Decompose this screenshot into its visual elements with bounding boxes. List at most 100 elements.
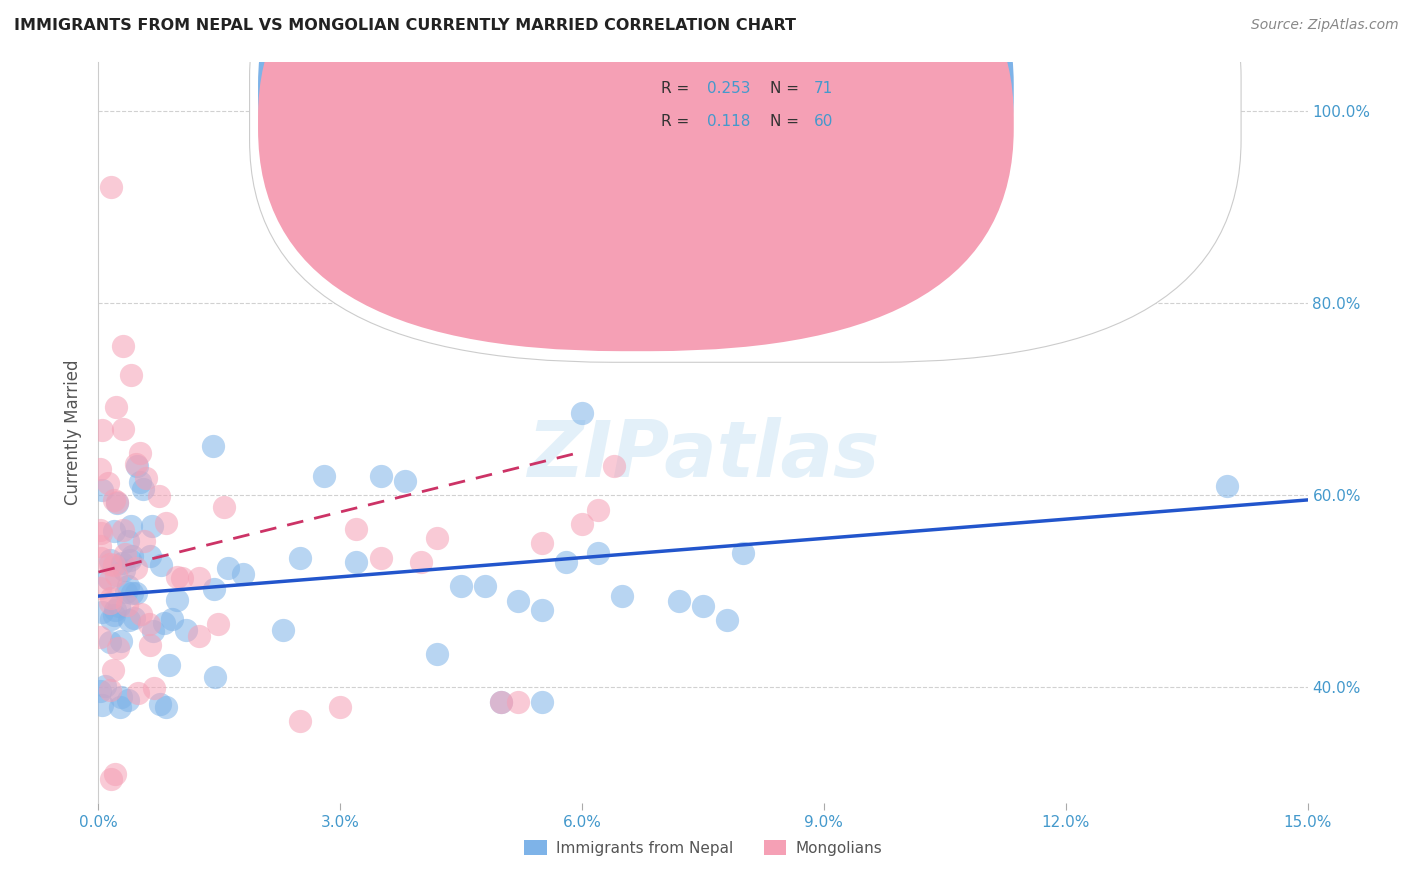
Text: 0.253: 0.253	[707, 81, 751, 95]
Point	[131, 607, 153, 622]
Point	[450, 579, 472, 593]
Point	[89, 462, 111, 476]
Point	[344, 556, 367, 570]
Point	[394, 474, 416, 488]
Point	[117, 579, 139, 593]
Point	[89, 581, 111, 595]
Point	[370, 469, 392, 483]
Point	[125, 458, 148, 473]
Point	[128, 446, 150, 460]
Point	[90, 526, 112, 541]
Point	[107, 640, 129, 655]
Point	[117, 534, 139, 549]
Point	[89, 539, 111, 553]
Point	[125, 561, 148, 575]
Point	[409, 556, 432, 570]
Point	[142, 624, 165, 638]
Point	[89, 630, 111, 644]
Text: N =: N =	[769, 114, 803, 129]
Point	[139, 638, 162, 652]
Point	[108, 599, 131, 613]
Text: ZIPatlas: ZIPatlas	[527, 417, 879, 493]
Point	[141, 519, 163, 533]
Point	[160, 612, 183, 626]
Point	[426, 532, 449, 546]
Point	[91, 483, 114, 497]
Point	[90, 550, 112, 565]
Point	[370, 550, 392, 565]
Point	[329, 699, 352, 714]
Point	[571, 406, 593, 420]
Point	[288, 550, 311, 565]
Point	[104, 401, 127, 415]
Point	[110, 690, 132, 705]
Point	[125, 586, 148, 600]
Point	[98, 683, 121, 698]
Point	[101, 664, 124, 678]
Point	[157, 658, 180, 673]
Point	[166, 593, 188, 607]
Y-axis label: Currently Married: Currently Married	[65, 359, 83, 506]
Point	[117, 693, 139, 707]
Point	[149, 558, 172, 573]
Point	[530, 536, 553, 550]
Text: 0.118: 0.118	[707, 114, 749, 129]
Point	[692, 599, 714, 613]
Point	[204, 582, 226, 597]
Point	[716, 613, 738, 627]
Text: R =: R =	[661, 81, 693, 95]
Point	[128, 475, 150, 490]
Point	[98, 558, 121, 572]
Point	[1216, 478, 1239, 492]
Point	[118, 613, 141, 627]
Point	[90, 424, 112, 438]
Point	[103, 524, 125, 539]
Point	[100, 772, 122, 786]
Point	[121, 586, 143, 600]
Point	[115, 598, 138, 612]
Point	[603, 459, 626, 474]
Point	[188, 570, 211, 584]
Point	[232, 567, 254, 582]
Point	[132, 482, 155, 496]
Point	[91, 698, 114, 713]
Point	[586, 546, 609, 560]
Point	[100, 612, 122, 626]
Point	[104, 603, 127, 617]
Point	[491, 695, 513, 709]
FancyBboxPatch shape	[259, 0, 1014, 318]
Point	[103, 558, 125, 573]
Point	[94, 679, 117, 693]
Point	[115, 584, 138, 599]
Point	[127, 686, 149, 700]
Point	[135, 471, 157, 485]
Point	[89, 523, 111, 537]
Point	[555, 556, 578, 570]
Point	[170, 571, 193, 585]
Point	[217, 561, 239, 575]
Point	[122, 611, 145, 625]
Point	[212, 500, 235, 515]
Point	[112, 422, 135, 436]
Point	[97, 475, 120, 490]
Point	[166, 570, 188, 584]
Point	[139, 549, 162, 564]
Point	[110, 556, 132, 570]
Point	[530, 695, 553, 709]
Point	[89, 684, 111, 698]
Point	[118, 553, 141, 567]
Point	[571, 516, 593, 531]
Point	[271, 623, 294, 637]
Point	[426, 647, 449, 661]
Point	[142, 681, 165, 695]
Point	[105, 495, 128, 509]
Text: R =: R =	[661, 114, 699, 129]
Point	[112, 563, 135, 577]
Point	[152, 616, 174, 631]
Point	[668, 594, 690, 608]
Text: 71: 71	[814, 81, 834, 95]
Point	[111, 339, 134, 353]
Point	[100, 591, 122, 606]
Point	[474, 579, 496, 593]
Text: Source: ZipAtlas.com: Source: ZipAtlas.com	[1251, 18, 1399, 32]
